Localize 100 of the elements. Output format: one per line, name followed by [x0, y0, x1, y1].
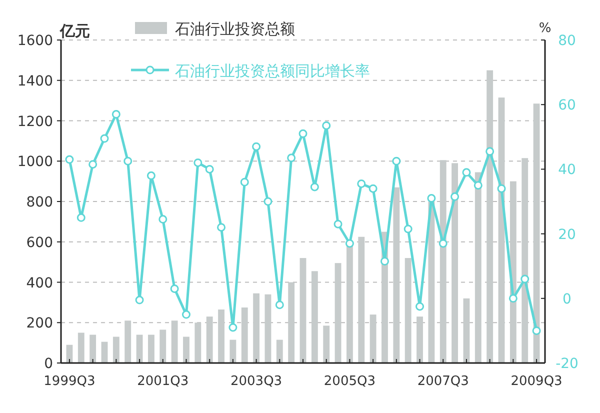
bar: [264, 294, 272, 363]
bar: [404, 258, 412, 363]
bar: [440, 160, 446, 363]
bar: [323, 326, 330, 363]
point: [532, 326, 541, 335]
y-tick-label: 1600: [17, 33, 53, 49]
point: [345, 239, 354, 248]
x-tick-label: 1999Q3: [44, 374, 96, 389]
bar: [194, 322, 202, 363]
bar: [136, 334, 143, 363]
bar: [416, 316, 423, 363]
bar: [452, 163, 458, 363]
bar: [148, 334, 154, 363]
bar: [474, 172, 482, 363]
y-tick-label: 400: [26, 275, 53, 292]
bar: [241, 307, 248, 363]
point: [508, 294, 518, 303]
bar: [218, 310, 224, 363]
point: [298, 129, 308, 138]
x-tick-label: 2001Q3: [137, 374, 189, 389]
point: [322, 121, 331, 130]
bar: [112, 336, 120, 363]
point: [368, 184, 378, 193]
y2-tick-label: 20: [558, 226, 576, 243]
point: [205, 164, 214, 174]
bar: [124, 320, 132, 363]
point: [427, 194, 436, 203]
bar: [358, 236, 365, 363]
point: [334, 220, 342, 228]
y-tick-label: 600: [26, 234, 53, 251]
point: [158, 215, 168, 224]
x-tick-label: 2003Q3: [230, 374, 282, 389]
point: [252, 142, 261, 151]
bar: [370, 314, 376, 363]
y2-tick-label: 40: [558, 162, 576, 178]
bar: [78, 332, 84, 363]
point: [416, 302, 424, 311]
y-axis-title: 亿元: [59, 22, 90, 40]
point: [76, 213, 86, 222]
point: [170, 284, 179, 293]
point: [228, 323, 238, 332]
bar: [90, 334, 96, 363]
x-tick-label: 2007Q3: [417, 374, 469, 389]
y2-tick-label: 60: [558, 98, 576, 114]
point: [65, 155, 74, 164]
bar: [334, 263, 342, 363]
bar: [300, 258, 306, 363]
y-tick-label: 1200: [17, 114, 53, 130]
point: [100, 134, 109, 143]
point: [264, 197, 272, 206]
legend-label: 石油行业投资总额同比增长率: [175, 62, 370, 80]
bar: [486, 70, 494, 363]
bar: [393, 187, 400, 363]
y2-tick-label: -20: [556, 356, 578, 372]
bar: [288, 282, 295, 363]
point: [392, 156, 401, 166]
point: [146, 171, 156, 180]
bar: [183, 336, 190, 363]
bar: [253, 293, 260, 363]
point: [520, 274, 530, 284]
x-tick-label: 2005Q3: [324, 374, 376, 389]
x-tick-label: 2009Q3: [510, 374, 562, 389]
point: [450, 192, 460, 201]
point: [194, 158, 202, 167]
legend-label: 石油行业投资总额: [175, 20, 295, 38]
point: [240, 178, 249, 186]
y-tick-label: 1400: [17, 73, 53, 90]
point: [357, 179, 366, 188]
point: [438, 239, 448, 248]
y2-tick-label: 0: [562, 291, 572, 308]
point: [497, 184, 506, 193]
bar: [311, 271, 318, 363]
bar: [160, 330, 166, 363]
point: [474, 181, 482, 190]
y-tick-label: 1000: [17, 154, 53, 170]
point: [380, 257, 389, 266]
point: [112, 110, 120, 119]
point: [486, 147, 494, 156]
y2-axis-title: %: [538, 21, 552, 36]
bar: [463, 298, 470, 363]
bar: [230, 340, 236, 363]
point: [88, 160, 98, 169]
bar: [101, 342, 108, 363]
point: [124, 156, 132, 166]
point: [275, 300, 284, 310]
point: [310, 182, 319, 192]
point: [287, 154, 296, 162]
bar: [276, 340, 283, 363]
y-tick-label: 200: [26, 316, 53, 332]
y-tick-label: 0: [44, 356, 53, 372]
point: [217, 223, 226, 232]
point: [462, 168, 471, 177]
y2-tick-label: 80: [558, 33, 576, 49]
bar: [171, 320, 178, 363]
bar: [522, 158, 528, 363]
point: [404, 224, 412, 234]
point: [182, 310, 190, 319]
point: [135, 296, 144, 304]
bar: [206, 316, 213, 363]
bar: [428, 202, 435, 363]
